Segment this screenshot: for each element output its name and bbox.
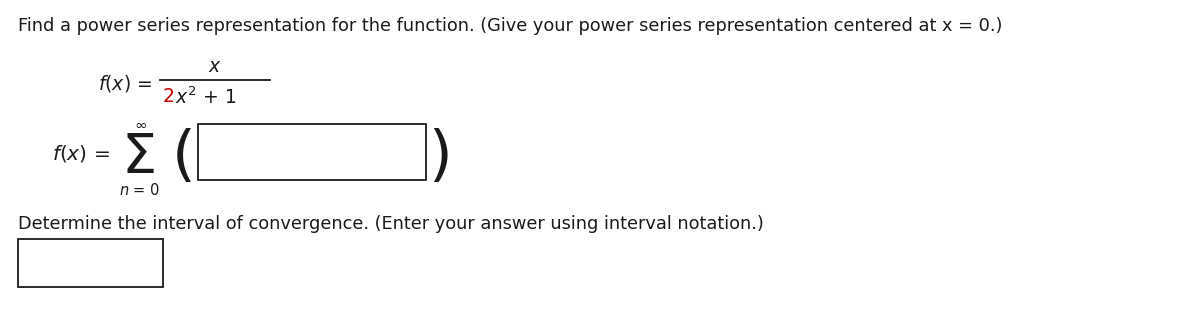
- Text: $\mathit{f}(\mathit{x})$ =: $\mathit{f}(\mathit{x})$ =: [52, 143, 110, 164]
- Text: $\mathit{n}$ = 0: $\mathit{n}$ = 0: [120, 182, 161, 198]
- FancyBboxPatch shape: [18, 239, 163, 287]
- Text: 2: 2: [163, 88, 175, 107]
- Text: $\Sigma$: $\Sigma$: [121, 131, 155, 185]
- Text: $\infty$: $\infty$: [133, 117, 146, 131]
- Text: Determine the interval of convergence. (Enter your answer using interval notatio: Determine the interval of convergence. (…: [18, 215, 764, 233]
- Text: ): ): [428, 128, 451, 188]
- Text: $\mathit{x}^2$ + 1: $\mathit{x}^2$ + 1: [175, 86, 236, 108]
- Text: $\mathit{x}$: $\mathit{x}$: [208, 57, 222, 76]
- Text: Find a power series representation for the function. (Give your power series rep: Find a power series representation for t…: [18, 17, 1002, 35]
- FancyBboxPatch shape: [198, 124, 426, 180]
- Text: (: (: [172, 128, 196, 188]
- Text: $\mathit{f}(\mathit{x})$ =: $\mathit{f}(\mathit{x})$ =: [98, 73, 152, 95]
